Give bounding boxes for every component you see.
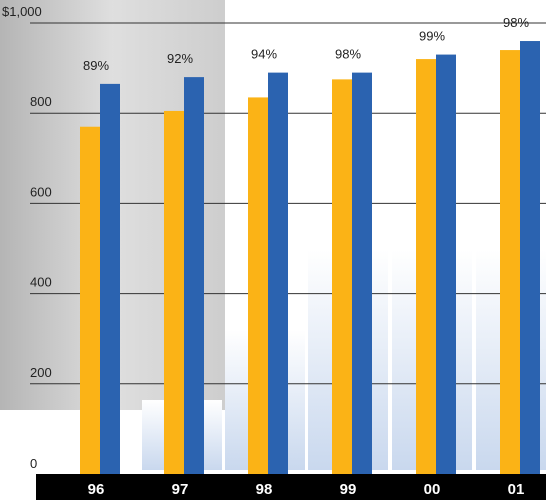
bar xyxy=(164,110,184,474)
bar xyxy=(436,54,456,474)
bar xyxy=(184,77,204,475)
ratio-label: 98% xyxy=(335,47,361,62)
x-tick-label: 99 xyxy=(340,481,357,498)
x-tick-label: 00 xyxy=(424,481,441,498)
ratio-label: 92% xyxy=(167,51,193,66)
bar xyxy=(416,59,436,475)
bar xyxy=(248,97,268,474)
ratio-label: 89% xyxy=(83,58,109,73)
category-band xyxy=(36,474,546,500)
x-tick-label: 96 xyxy=(88,481,105,498)
y-tick-label: 600 xyxy=(30,184,52,199)
bar xyxy=(268,72,288,475)
ratio-label: 98% xyxy=(503,15,529,30)
ratio-label: 94% xyxy=(251,47,277,62)
y-tick-label: $1,000 xyxy=(2,4,42,19)
bar xyxy=(352,72,372,475)
bar xyxy=(500,50,520,475)
y-tick-label: 0 xyxy=(30,456,37,471)
bar xyxy=(520,41,540,474)
bar xyxy=(80,126,100,474)
y-tick-label: 400 xyxy=(30,275,52,290)
x-tick-label: 98 xyxy=(256,481,273,498)
y-tick-label: 800 xyxy=(30,94,52,109)
bar xyxy=(100,83,120,474)
bar xyxy=(332,79,352,474)
y-tick-label: 200 xyxy=(30,365,52,380)
x-tick-label: 97 xyxy=(172,481,189,498)
ratio-label: 99% xyxy=(419,29,445,44)
x-tick-label: 01 xyxy=(508,481,525,498)
